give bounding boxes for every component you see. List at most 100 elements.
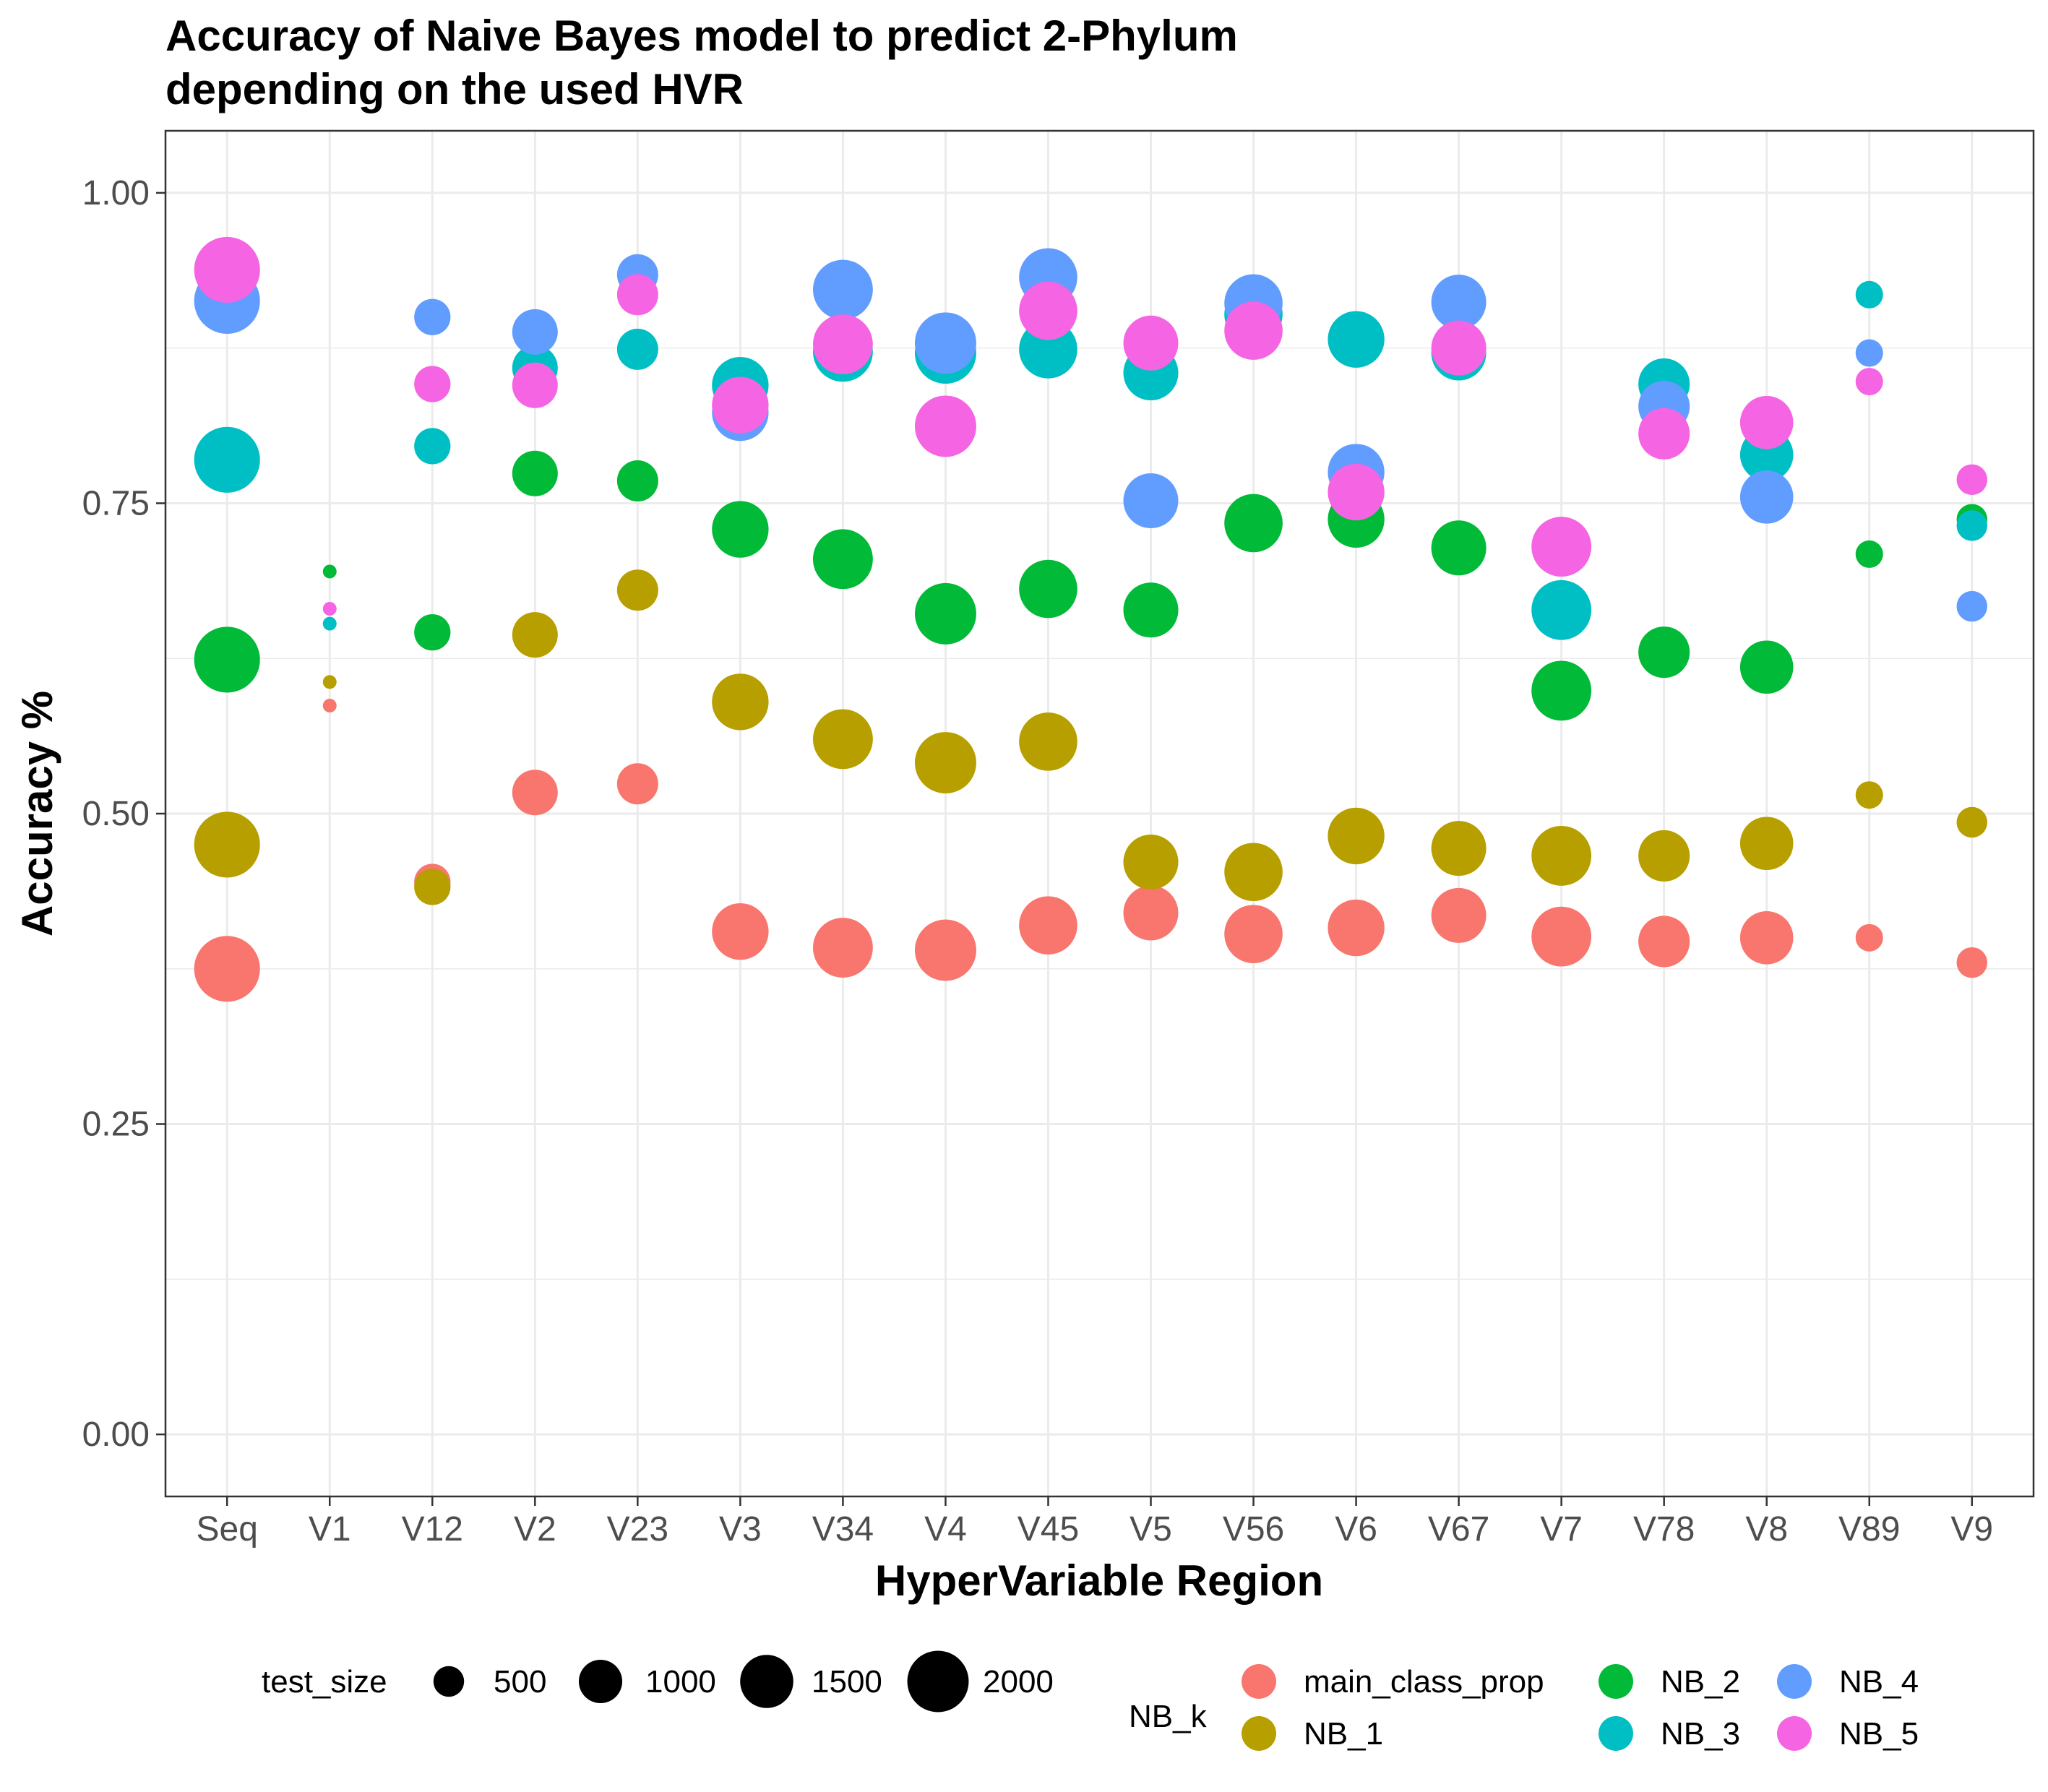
x-axis-title: HyperVariable Region (875, 1556, 1323, 1605)
point-main_class_prop-V9 (1956, 947, 1988, 978)
point-main_class_prop-V6 (1328, 899, 1385, 957)
x-tick-label-V2: V2 (514, 1510, 556, 1548)
legend-label-NB_1: NB_1 (1304, 1716, 1383, 1752)
point-NB_5-V1 (322, 602, 337, 616)
point-NB_5-V2 (512, 362, 558, 408)
size-legend-label: 1000 (645, 1664, 716, 1700)
point-NB_1-V23 (616, 569, 658, 611)
point-NB_3-V6 (1328, 311, 1385, 368)
point-NB_2-V2 (512, 450, 558, 496)
chart-title-line-1: Accuracy of Naive Bayes model to predict… (165, 12, 1238, 60)
point-main_class_prop-V23 (616, 763, 658, 805)
legend-key-main_class_prop (1242, 1664, 1276, 1699)
y-tick-label: 0.00 (82, 1416, 150, 1454)
point-NB_5-V4 (914, 395, 976, 457)
point-main_class_prop-V5 (1123, 885, 1179, 941)
point-NB_2-V5 (1123, 582, 1179, 638)
point-main_class_prop-V56 (1224, 905, 1283, 963)
point-main_class_prop-V1 (322, 699, 337, 713)
point-NB_5-V5 (1123, 315, 1179, 371)
point-NB_1-V7 (1531, 826, 1592, 886)
point-NB_2-V67 (1431, 520, 1486, 576)
chart-title-line-2: depending on the used HVR (165, 65, 744, 113)
x-tick-label-V34: V34 (812, 1510, 874, 1548)
point-NB_4-V4 (914, 312, 976, 374)
point-NB_2-V12 (414, 614, 451, 651)
legend-key-NB_4 (1777, 1664, 1812, 1699)
point-NB_2-V89 (1855, 540, 1883, 568)
point-main_class_prop-V8 (1739, 911, 1794, 965)
legend-key-NB_3 (1599, 1716, 1633, 1751)
legend-label-NB_4: NB_4 (1839, 1664, 1919, 1700)
x-tick-label-V56: V56 (1223, 1510, 1284, 1548)
point-NB_5-V45 (1019, 281, 1077, 340)
point-NB_5-V8 (1739, 395, 1794, 449)
point-NB_1-V2 (512, 612, 558, 658)
color-legend-title: NB_k (1129, 1699, 1208, 1734)
point-NB_4-V5 (1123, 473, 1179, 529)
legend-label-main_class_prop: main_class_prop (1304, 1664, 1544, 1700)
point-NB_5-V3 (712, 376, 769, 434)
point-NB_3-V89 (1855, 280, 1883, 309)
legend-label-NB_2: NB_2 (1661, 1664, 1740, 1700)
point-NB_3-V1 (322, 616, 337, 631)
point-NB_2-V78 (1638, 626, 1690, 679)
y-tick-label: 0.25 (82, 1106, 150, 1144)
legend-key-NB_5 (1777, 1716, 1812, 1751)
x-tick-label-V9: V9 (1950, 1510, 1993, 1548)
point-NB_2-Seq (194, 626, 260, 693)
point-NB_5-V34 (813, 314, 873, 374)
point-NB_5-V9 (1956, 464, 1988, 496)
point-NB_4-V9 (1956, 590, 1988, 622)
point-NB_5-V6 (1328, 463, 1385, 521)
point-NB_4-V12 (414, 298, 451, 335)
x-tick-label-V89: V89 (1838, 1510, 1900, 1548)
point-NB_1-V34 (813, 709, 873, 770)
point-main_class_prop-V78 (1638, 916, 1690, 968)
point-NB_1-V9 (1956, 806, 1988, 838)
point-NB_2-V4 (914, 582, 976, 645)
point-NB_5-Seq (194, 236, 260, 303)
point-main_class_prop-V45 (1019, 896, 1077, 955)
data-points (194, 236, 1988, 1002)
x-tick-label-V78: V78 (1633, 1510, 1695, 1548)
point-NB_3-V12 (414, 428, 451, 465)
size-legend-key (907, 1650, 969, 1713)
minor-grid (165, 347, 2034, 1280)
point-NB_4-V8 (1739, 470, 1794, 524)
point-main_class_prop-V2 (512, 770, 558, 816)
y-axis-title: Accuracy % (13, 691, 61, 936)
x-tick-label-V5: V5 (1130, 1510, 1172, 1548)
size-legend-label: 500 (494, 1664, 546, 1700)
point-NB_2-V56 (1224, 494, 1283, 553)
point-NB_2-V1 (322, 564, 337, 579)
point-NB_5-V12 (414, 366, 451, 402)
x-tick-label-V1: V1 (309, 1510, 351, 1548)
y-tick-label: 1.00 (82, 174, 150, 212)
x-tick-label-Seq: Seq (197, 1510, 258, 1548)
size-legend-label: 2000 (983, 1664, 1054, 1700)
point-NB_3-V23 (616, 328, 658, 370)
color-legend: main_class_prop NB_1 NB_2 NB_3 NB_4 NB_5 (1242, 1664, 1919, 1752)
point-NB_4-V89 (1855, 339, 1883, 367)
x-tick-label-V3: V3 (719, 1510, 762, 1548)
point-NB_5-V23 (616, 274, 658, 316)
size-legend-label: 1500 (812, 1664, 882, 1700)
point-NB_5-V67 (1431, 320, 1486, 376)
x-tick-label-V6: V6 (1335, 1510, 1377, 1548)
x-tick-label-V4: V4 (924, 1510, 967, 1548)
x-tick-label-V23: V23 (607, 1510, 668, 1548)
point-NB_1-V12 (414, 869, 451, 905)
x-tick-label-V45: V45 (1017, 1510, 1079, 1548)
size-legend-key (433, 1666, 465, 1697)
size-legend-title: test_size (262, 1664, 387, 1700)
point-main_class_prop-V4 (914, 919, 976, 981)
point-NB_2-V7 (1531, 660, 1592, 721)
x-tick-label-V67: V67 (1428, 1510, 1489, 1548)
point-NB_2-V23 (616, 460, 658, 502)
point-NB_2-V3 (712, 501, 769, 558)
point-main_class_prop-V89 (1855, 923, 1883, 952)
point-NB_1-V45 (1019, 712, 1077, 771)
point-NB_1-V3 (712, 673, 769, 731)
legend-key-NB_2 (1599, 1664, 1633, 1699)
